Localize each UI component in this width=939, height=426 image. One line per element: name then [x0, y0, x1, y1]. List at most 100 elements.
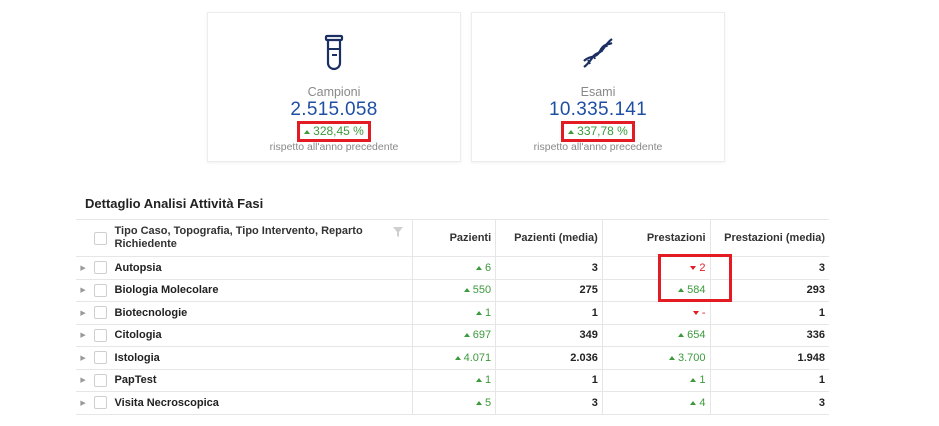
- cell-prestazioni-value: -: [701, 306, 706, 319]
- table-row[interactable]: ▶ Istologia 4.071 2.036 3.700 1.948: [76, 346, 829, 370]
- kpi-card-campioni: Campioni 2.515.058 328,45 % rispetto all…: [207, 12, 461, 162]
- cell-prestazioni: 3.700: [601, 346, 711, 370]
- arrow-up-icon: [690, 400, 697, 405]
- cell-pazienti-media: 3: [495, 391, 603, 415]
- header-prestazioni-media[interactable]: Prestazioni (media): [709, 219, 829, 257]
- expand-row-icon[interactable]: ▶: [76, 301, 91, 325]
- kpi-label: Esami: [580, 85, 616, 99]
- cell-prestazioni-value: 654: [687, 329, 706, 342]
- arrow-up-icon: [476, 378, 483, 383]
- arrow-up-icon: [304, 130, 311, 134]
- expand-row-icon[interactable]: ▶: [76, 324, 91, 347]
- cell-pazienti-media: 3: [495, 256, 603, 280]
- table-row[interactable]: ▶ Biologia Molecolare 550 275 584 293: [76, 279, 829, 302]
- kpi-subtitle: rispetto all'anno precedente: [533, 141, 663, 153]
- table-row[interactable]: ▶ Visita Necroscopica 5 3 4 3: [76, 391, 829, 415]
- row-checkbox-cell: [90, 256, 111, 280]
- row-checkbox-cell: [90, 279, 111, 302]
- cell-prestazioni-media: 1: [709, 369, 829, 392]
- table-row[interactable]: ▶ Autopsia 6 3 2 3: [76, 256, 829, 280]
- row-name: Biotecnologie: [110, 301, 413, 325]
- cell-pazienti: 4.071: [411, 346, 496, 370]
- arrow-up-icon: [690, 378, 697, 383]
- table-row[interactable]: ▶ PapTest 1 1 1 1: [76, 369, 829, 392]
- cell-pazienti-media: 349: [495, 324, 603, 347]
- arrow-up-icon: [678, 333, 685, 338]
- expand-row-icon[interactable]: ▶: [76, 369, 91, 392]
- filter-icon[interactable]: [392, 226, 404, 238]
- cell-prestazioni: 654: [601, 324, 711, 347]
- row-checkbox[interactable]: [93, 396, 107, 410]
- cell-prestazioni-media: 1.948: [709, 346, 829, 370]
- row-name: Istologia: [110, 346, 413, 370]
- header-expand-cell: [76, 219, 91, 257]
- arrow-up-icon: [476, 400, 483, 405]
- expand-row-icon[interactable]: ▶: [76, 279, 91, 302]
- kpi-value: 10.335.141: [548, 99, 648, 120]
- cell-prestazioni-value: 584: [687, 284, 706, 297]
- cell-prestazioni-media: 3: [709, 391, 829, 415]
- header-name[interactable]: Tipo Caso, Topografia, Tipo Intervento, …: [110, 219, 413, 257]
- row-checkbox[interactable]: [93, 373, 107, 387]
- cell-prestazioni-media: 1: [709, 301, 829, 325]
- cell-prestazioni: 2: [601, 256, 711, 280]
- arrow-up-icon: [476, 265, 483, 270]
- cell-prestazioni-value: 2: [699, 261, 706, 274]
- header-name-label: Tipo Caso, Topografia, Tipo Intervento, …: [114, 225, 363, 250]
- arrow-down-icon: [690, 265, 697, 270]
- cell-prestazioni-value: 1: [699, 374, 706, 387]
- row-checkbox-cell: [90, 369, 111, 392]
- cell-prestazioni: -: [601, 301, 711, 325]
- cell-pazienti-value: 6: [485, 261, 492, 274]
- dna-icon: [583, 38, 613, 68]
- expand-row-icon[interactable]: ▶: [76, 256, 91, 280]
- cell-prestazioni-value: 4: [699, 396, 706, 409]
- cell-prestazioni-media: 336: [709, 324, 829, 347]
- kpi-delta-value: 328,45 %: [313, 124, 364, 138]
- row-name: Citologia: [110, 324, 413, 347]
- row-checkbox[interactable]: [93, 283, 107, 297]
- cell-pazienti-value: 4.071: [463, 351, 492, 364]
- select-all-checkbox[interactable]: [93, 231, 107, 245]
- table-row[interactable]: ▶ Biotecnologie 1 1-1: [76, 301, 829, 325]
- arrow-up-icon: [463, 333, 470, 338]
- header-prestazioni[interactable]: Prestazioni: [601, 219, 711, 257]
- row-checkbox-cell: [90, 324, 111, 347]
- row-checkbox[interactable]: [93, 306, 107, 320]
- kpi-card-esami: Esami 10.335.141 337,78 % rispetto all'a…: [471, 12, 725, 162]
- row-name: Biologia Molecolare: [110, 279, 413, 302]
- cell-pazienti: 5: [411, 391, 496, 415]
- arrow-up-icon: [454, 355, 461, 360]
- header-pazienti-media[interactable]: Pazienti (media): [495, 219, 603, 257]
- row-name: Autopsia: [110, 256, 413, 280]
- expand-row-icon[interactable]: ▶: [76, 391, 91, 415]
- cell-pazienti-value: 1: [485, 306, 492, 319]
- table-row[interactable]: ▶ Citologia 697 349 654 336: [76, 324, 829, 347]
- cell-prestazioni: 4: [601, 391, 711, 415]
- arrow-up-icon: [568, 130, 575, 134]
- arrow-up-icon: [463, 288, 470, 293]
- cell-pazienti-media: 1: [495, 369, 603, 392]
- arrow-up-icon: [678, 288, 685, 293]
- cell-prestazioni: 584: [601, 279, 711, 302]
- cell-pazienti-value: 697: [472, 329, 492, 342]
- cell-pazienti-media: 1: [495, 301, 603, 325]
- cell-pazienti-media: 275: [495, 279, 603, 302]
- cell-pazienti: 6: [411, 256, 496, 280]
- cell-pazienti-value: 1: [485, 374, 492, 387]
- kpi-delta-badge: 328,45 %: [297, 121, 371, 142]
- row-checkbox[interactable]: [93, 261, 107, 275]
- cell-pazienti-value: 5: [485, 396, 492, 409]
- table-header-row: Tipo Caso, Topografia, Tipo Intervento, …: [76, 219, 829, 257]
- row-checkbox-cell: [90, 301, 111, 325]
- row-name: PapTest: [110, 369, 413, 392]
- row-checkbox-cell: [90, 346, 111, 370]
- cell-prestazioni-media: 3: [709, 256, 829, 280]
- row-checkbox[interactable]: [93, 351, 107, 365]
- kpi-label: Campioni: [307, 85, 361, 99]
- row-checkbox-cell: [90, 391, 111, 415]
- row-checkbox[interactable]: [93, 328, 107, 342]
- expand-row-icon[interactable]: ▶: [76, 346, 91, 370]
- header-pazienti[interactable]: Pazienti: [411, 219, 496, 257]
- test-tube-icon: [324, 34, 344, 71]
